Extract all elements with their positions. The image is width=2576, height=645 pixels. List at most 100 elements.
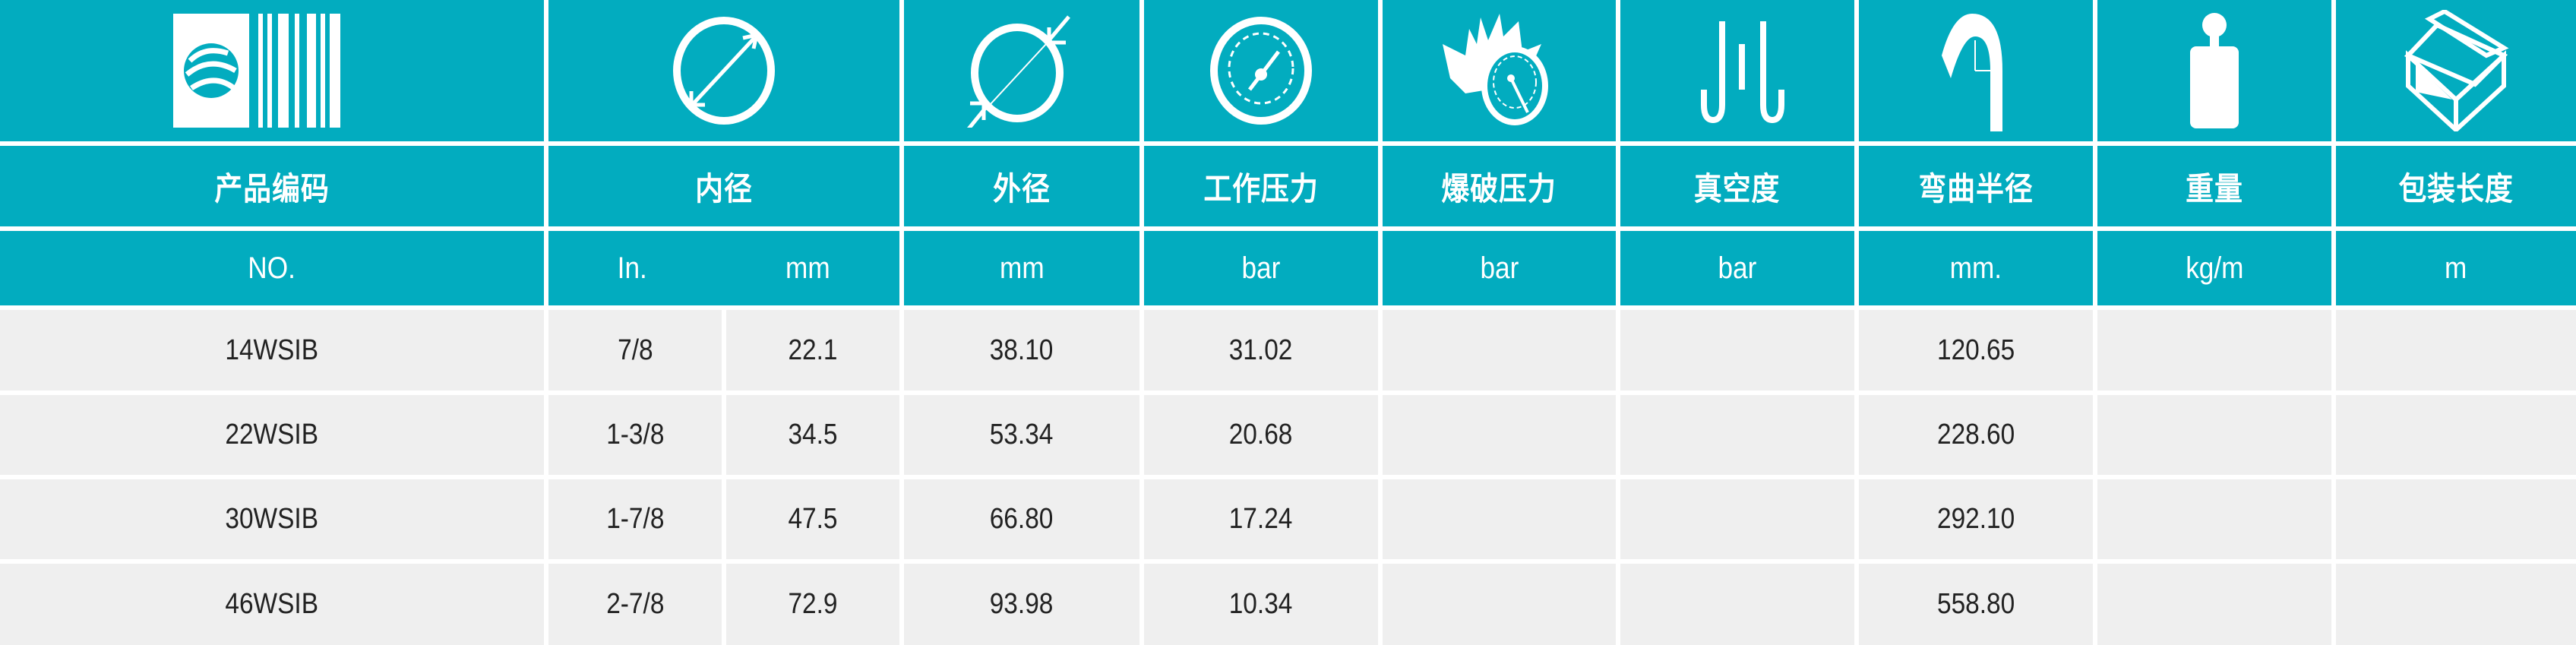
table-cell — [1383, 564, 1616, 645]
cell-value: 20.68 — [1229, 419, 1293, 451]
cell-value: 31.02 — [1229, 334, 1293, 366]
unit-label: bar — [1241, 251, 1281, 285]
barcode-logo-icon — [158, 14, 386, 128]
table-cell — [1383, 479, 1616, 559]
column-header: 真空度 — [1620, 146, 1854, 226]
table-cell: 53.34 — [904, 395, 1139, 475]
vacuum-icon — [1684, 14, 1791, 128]
header-icon-cell — [2336, 0, 2576, 141]
header-icon-cell — [1620, 0, 1854, 141]
table-cell — [1383, 395, 1616, 475]
column-header: 包装长度 — [2336, 146, 2576, 226]
table-cell: 22.1 — [726, 310, 899, 390]
table-cell — [2336, 395, 2576, 475]
table-cell: 47.5 — [726, 479, 899, 559]
column-header-label: 内径 — [695, 170, 753, 207]
cell-value: 93.98 — [990, 588, 1054, 620]
cell-value: 14WSIB — [225, 334, 319, 366]
table-cell: 120.65 — [1859, 310, 2093, 390]
table-cell: 31.02 — [1144, 310, 1378, 390]
table-cell — [2336, 310, 2576, 390]
cell-value: 53.34 — [990, 419, 1054, 451]
cell-value: 66.80 — [990, 503, 1054, 535]
unit-cell: bar — [1144, 231, 1378, 305]
cell-value: 30WSIB — [225, 503, 319, 535]
bend-radius-icon — [1926, 10, 2025, 131]
table-cell — [1620, 479, 1854, 559]
cell-value: 46WSIB — [225, 588, 319, 620]
unit-label: bar — [1480, 251, 1519, 285]
table-cell: 14WSIB — [0, 310, 544, 390]
cell-value: 22WSIB — [225, 419, 319, 451]
table-cell: 30WSIB — [0, 479, 544, 559]
table-cell — [2336, 479, 2576, 559]
unit-cell: NO. — [0, 231, 544, 305]
column-header: 弯曲半径 — [1859, 146, 2093, 226]
cell-value: 34.5 — [788, 419, 838, 451]
column-header-label: 弯曲半径 — [1918, 170, 2034, 207]
table-cell: 20.68 — [1144, 395, 1378, 475]
table-cell: 17.24 — [1144, 479, 1378, 559]
unit-label: NO. — [248, 251, 296, 285]
cell-value: 2-7/8 — [605, 588, 665, 620]
column-header: 内径 — [548, 146, 899, 226]
table-cell: 2-7/8 — [548, 564, 722, 645]
table-cell: 7/8 — [548, 310, 722, 390]
cell-value: 38.10 — [990, 334, 1054, 366]
table-cell: 72.9 — [726, 564, 899, 645]
table-cell: 292.10 — [1859, 479, 2093, 559]
cell-value: 120.65 — [1936, 334, 2015, 366]
column-header-label: 包装长度 — [2398, 170, 2514, 207]
unit-label: m — [2445, 251, 2467, 285]
header-icon-cell — [1859, 0, 2093, 141]
unit-label: mm — [999, 251, 1045, 285]
unit-cell: bar — [1383, 231, 1616, 305]
table-cell: 1-3/8 — [548, 395, 722, 475]
column-header-label: 真空度 — [1694, 170, 1781, 207]
table-cell — [2097, 395, 2331, 475]
unit-cell: In. mm — [548, 231, 899, 305]
table-cell — [2097, 310, 2331, 390]
header-icon-cell — [2097, 0, 2331, 141]
header-icon-cell — [1383, 0, 1616, 141]
table-cell — [2097, 564, 2331, 645]
cell-value: 292.10 — [1936, 503, 2015, 535]
unit-label: mm. — [1949, 251, 2002, 285]
table-cell: 10.34 — [1144, 564, 1378, 645]
column-header: 外径 — [904, 146, 1139, 226]
unit-cell: mm. — [1859, 231, 2093, 305]
column-header-label: 爆破压力 — [1441, 170, 1557, 207]
table-cell: 228.60 — [1859, 395, 2093, 475]
unit-cell: bar — [1620, 231, 1854, 305]
cell-value: 47.5 — [788, 503, 838, 535]
inner-diameter-icon — [667, 14, 781, 128]
column-header-label: 外径 — [993, 170, 1051, 207]
table-cell: 22WSIB — [0, 395, 544, 475]
burst-pressure-icon — [1435, 10, 1564, 131]
unit-cell: kg/m — [2097, 231, 2331, 305]
table-cell — [1383, 310, 1616, 390]
unit-label: mm — [785, 251, 830, 285]
table-cell: 66.80 — [904, 479, 1139, 559]
table-cell: 38.10 — [904, 310, 1139, 390]
weight-icon — [2176, 10, 2252, 131]
column-header: 爆破压力 — [1383, 146, 1616, 226]
cell-value: 10.34 — [1229, 588, 1293, 620]
column-header-label: 工作压力 — [1203, 170, 1319, 207]
column-header: 重量 — [2097, 146, 2331, 226]
package-box-icon — [2399, 10, 2513, 131]
cell-value: 1-3/8 — [605, 419, 665, 451]
cell-value: 22.1 — [788, 334, 838, 366]
cell-value: 1-7/8 — [605, 503, 665, 535]
header-icon-cell — [1144, 0, 1378, 141]
table-cell: 46WSIB — [0, 564, 544, 645]
column-header-label: 产品编码 — [214, 170, 330, 207]
column-header: 产品编码 — [0, 146, 544, 226]
table-cell — [2097, 479, 2331, 559]
header-icon-cell — [904, 0, 1139, 141]
table-cell: 558.80 — [1859, 564, 2093, 645]
cell-value: 72.9 — [788, 588, 838, 620]
pressure-gauge-icon — [1204, 14, 1318, 128]
table-cell: 93.98 — [904, 564, 1139, 645]
